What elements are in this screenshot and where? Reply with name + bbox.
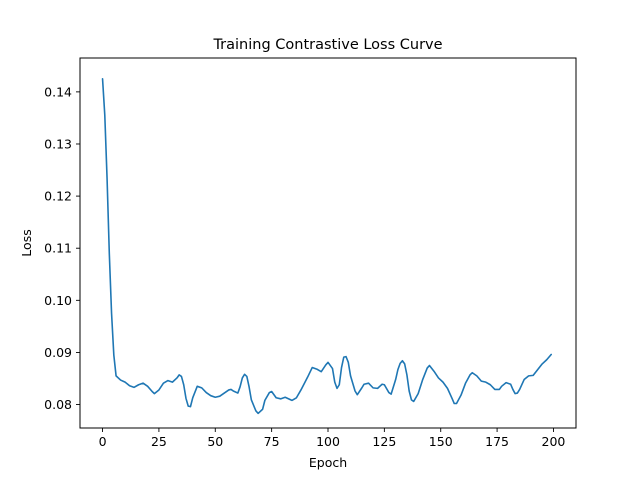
y-tick-label: 0.12 — [44, 189, 72, 204]
x-axis: 0 25 50 75 100 125 150 175 200 — [99, 428, 566, 449]
x-tick-label: 75 — [264, 434, 280, 449]
y-axis: 0.08 0.09 0.10 0.11 0.12 0.13 0.14 — [44, 84, 80, 412]
x-tick-label: 150 — [429, 434, 453, 449]
x-tick-label: 125 — [372, 434, 396, 449]
x-tick-label: 200 — [542, 434, 566, 449]
y-tick-label: 0.13 — [44, 136, 72, 151]
x-tick-label: 50 — [207, 434, 223, 449]
plot-area — [101, 78, 552, 415]
x-tick-label: 175 — [485, 434, 509, 449]
x-tick-label: 0 — [99, 434, 107, 449]
y-tick-label: 0.09 — [44, 345, 72, 360]
x-axis-label: Epoch — [309, 455, 347, 470]
chart-title: Training Contrastive Loss Curve — [212, 37, 442, 53]
y-tick-label: 0.11 — [44, 241, 72, 256]
y-tick-label: 0.10 — [44, 293, 72, 308]
x-tick-label: 100 — [316, 434, 340, 449]
y-tick-label: 0.08 — [44, 397, 72, 412]
loss-series-line — [101, 78, 552, 415]
y-tick-label: 0.14 — [44, 84, 72, 99]
y-axis-label: Loss — [19, 229, 34, 256]
x-tick-label: 25 — [151, 434, 167, 449]
